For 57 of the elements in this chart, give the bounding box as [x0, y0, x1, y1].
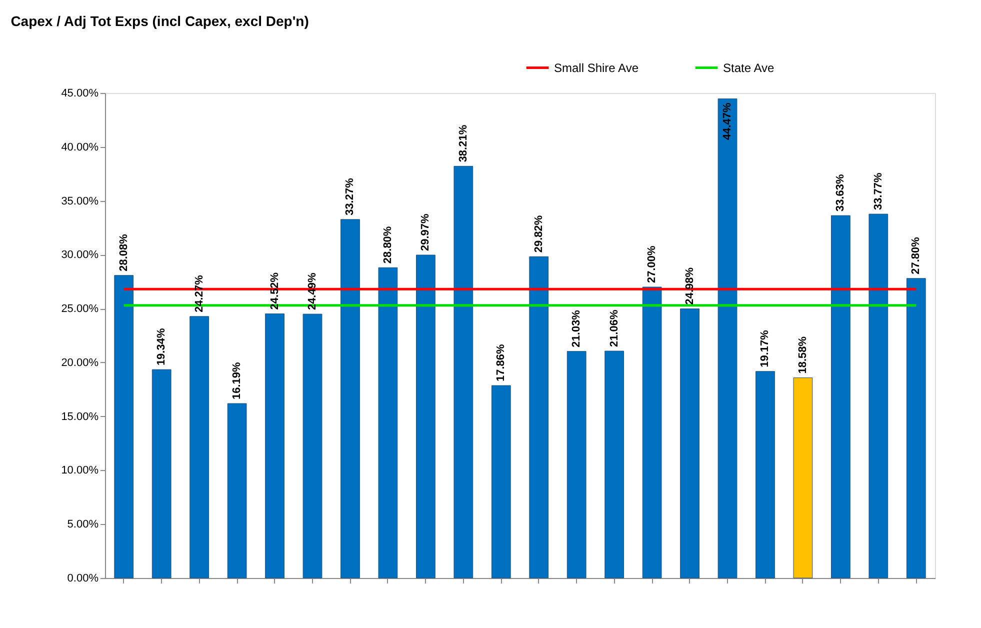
data-label: 16.19% [231, 362, 244, 400]
data-label: 24.98% [684, 267, 696, 305]
data-label: 21.06% [608, 309, 620, 348]
bar [152, 369, 172, 578]
legend-label: Small Shire Ave [554, 60, 639, 75]
bar [340, 219, 360, 578]
bar [378, 267, 398, 578]
bar [454, 166, 474, 578]
bar [566, 351, 586, 578]
y-tick-label: 25.00% [61, 303, 99, 316]
bar [906, 278, 926, 578]
data-label: 24.49% [306, 272, 318, 310]
data-label: 24.52% [268, 272, 281, 310]
bar [756, 371, 775, 578]
data-label: 19.17% [759, 330, 772, 368]
y-tick-label: 15.00% [61, 410, 99, 423]
y-tick-label: 45.00% [61, 88, 99, 100]
bar [190, 316, 209, 578]
y-tick-label: 30.00% [61, 249, 99, 262]
data-label: 21.03% [570, 310, 583, 348]
data-label: 33.77% [872, 172, 884, 210]
bar [529, 256, 549, 578]
data-label: 28.08% [118, 234, 130, 272]
data-label: 19.34% [156, 328, 168, 366]
bar [491, 385, 511, 578]
bar [680, 308, 700, 578]
data-label: 33.63% [834, 174, 847, 212]
data-label: 44.47% [722, 102, 734, 140]
data-label: 18.58% [796, 336, 809, 374]
y-tick-label: 20.00% [61, 356, 99, 369]
bar [416, 254, 436, 578]
bar [265, 313, 284, 578]
y-tick-label: 10.00% [61, 464, 99, 477]
data-label: 33.27% [344, 178, 356, 216]
y-tick-label: 5.00% [67, 518, 99, 531]
y-tick-label: 35.00% [61, 195, 99, 208]
legend-label: State Ave [723, 60, 774, 75]
bar [227, 403, 247, 578]
data-label: 28.80% [382, 226, 394, 264]
y-tick-label: 0.00% [67, 572, 99, 584]
data-label: 27.00% [646, 245, 658, 283]
y-tick-label: 40.00% [61, 141, 99, 154]
data-label: 24.27% [193, 274, 206, 312]
bar [718, 98, 738, 578]
data-label: 27.80% [910, 236, 922, 274]
bar [642, 286, 662, 578]
bar [114, 275, 134, 578]
data-label: 38.21% [457, 124, 470, 162]
bar [793, 378, 813, 578]
bar [868, 214, 888, 578]
data-label: 17.86% [495, 344, 508, 382]
bar [604, 350, 624, 578]
data-label: 29.82% [532, 215, 545, 253]
data-label: 29.97% [420, 213, 432, 251]
chart-title: Capex / Adj Tot Exps (incl Capex, excl Dep'n) [10, 13, 309, 29]
bar [831, 215, 850, 578]
bar [302, 314, 322, 578]
